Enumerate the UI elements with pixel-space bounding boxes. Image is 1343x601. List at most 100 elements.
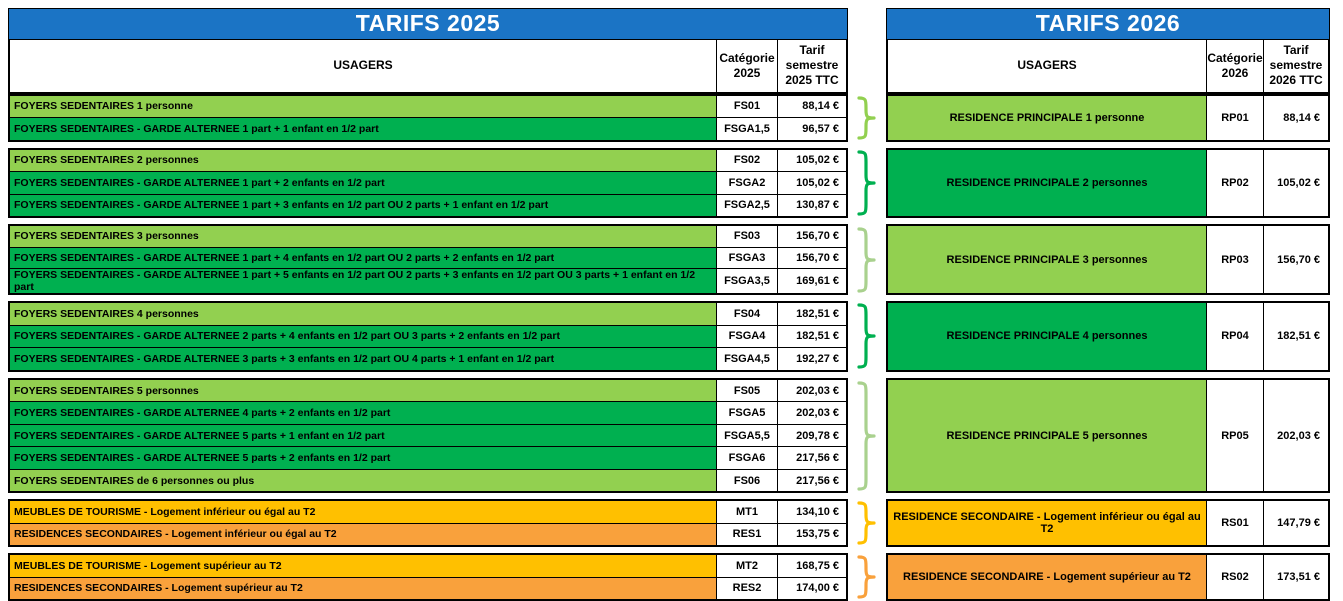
category-cell: RP01 (1206, 95, 1263, 140)
price-cell: 105,02 € (777, 172, 846, 194)
price-cell: 156,70 € (777, 226, 846, 247)
usager-cell: FOYERS SEDENTAIRES - GARDE ALTERNEE 2 pa… (10, 325, 716, 348)
curly-brace-icon (857, 303, 876, 369)
tarifs-2025-column-header: USAGERS Catégorie 2025 Tarif semestre 20… (8, 39, 848, 94)
brace-spacer (848, 8, 886, 94)
brace-group-7 (848, 553, 886, 601)
table-row: RESIDENCE PRINCIPALE 2 personnes RP02 10… (886, 147, 1330, 219)
price-cell: 105,02 € (1263, 149, 1328, 217)
price-cell: 105,02 € (777, 149, 846, 172)
price-cell: 202,03 € (777, 379, 846, 402)
group-foyers-3-personnes: FOYERS SEDENTAIRES 3 personnes FS03 156,… (8, 224, 848, 296)
price-cell: 209,78 € (777, 424, 846, 447)
table-row: RESIDENCE PRINCIPALE 1 personne RP01 88,… (886, 93, 1330, 142)
category-cell: RS01 (1206, 501, 1263, 546)
category-cell: FSGA4,5 (716, 348, 777, 370)
usagers-column-header: USAGERS (333, 58, 393, 73)
price-cell: 156,70 € (777, 247, 846, 269)
tarifs-2025-title: TARIFS 2025 (8, 8, 848, 40)
category-cell: FS05 (716, 379, 777, 402)
price-cell: 202,03 € (1263, 379, 1328, 492)
curly-brace-icon (857, 95, 876, 140)
category-cell: FSGA5 (716, 402, 777, 424)
price-cell: 192,27 € (777, 348, 846, 370)
category-cell: FSGA2,5 (716, 194, 777, 217)
category-cell: FSGA1,5 (716, 118, 777, 140)
category-cell: FS04 (716, 303, 777, 325)
price-cell: 173,51 € (1263, 555, 1328, 599)
brace-group-1 (848, 94, 886, 142)
group-foyers-4-personnes: FOYERS SEDENTAIRES 4 personnes FS04 182,… (8, 301, 848, 372)
table-row: MEUBLES DE TOURISME - Logement supérieur… (10, 555, 846, 578)
usager-cell: FOYERS SEDENTAIRES - GARDE ALTERNEE 5 pa… (10, 424, 716, 447)
usager-cell: RESIDENCE SECONDAIRE - Logement supérieu… (888, 555, 1206, 599)
usager-cell: FOYERS SEDENTAIRES - GARDE ALTERNEE 1 pa… (10, 118, 716, 140)
table-row: MEUBLES DE TOURISME - Logement inférieur… (10, 501, 846, 524)
usager-cell: RESIDENCE PRINCIPALE 3 personnes (888, 226, 1206, 294)
price-cell: 182,51 € (777, 303, 846, 325)
usager-cell: MEUBLES DE TOURISME - Logement supérieur… (10, 555, 716, 577)
usager-cell: RESIDENCES SECONDAIRES - Logement inféri… (10, 523, 716, 546)
table-row: FOYERS SEDENTAIRES - GARDE ALTERNEE 3 pa… (10, 348, 846, 370)
category-cell: RS02 (1206, 555, 1263, 599)
price-cell: 182,51 € (1263, 303, 1328, 370)
price-cell: 182,51 € (777, 325, 846, 348)
table-row: RESIDENCE PRINCIPALE 5 personnes RP05 20… (886, 377, 1330, 494)
usager-cell: FOYERS SEDENTAIRES 5 personnes (10, 379, 716, 402)
price-cell: 147,79 € (1263, 501, 1328, 546)
group-foyers-2-personnes: FOYERS SEDENTAIRES 2 personnes FS02 105,… (8, 147, 848, 219)
price-cell: 130,87 € (777, 194, 846, 217)
usager-cell: FOYERS SEDENTAIRES - GARDE ALTERNEE 1 pa… (10, 269, 716, 294)
category-cell: FSGA2 (716, 172, 777, 194)
usager-cell: FOYERS SEDENTAIRES - GARDE ALTERNEE 1 pa… (10, 194, 716, 217)
curly-brace-icon (857, 501, 876, 545)
category-cell: FSGA3,5 (716, 269, 777, 294)
usager-cell: FOYERS SEDENTAIRES - GARDE ALTERNEE 1 pa… (10, 172, 716, 194)
brace-group-3 (848, 224, 886, 295)
table-row: FOYERS SEDENTAIRES - GARDE ALTERNEE 1 pa… (10, 118, 846, 140)
table-row: FOYERS SEDENTAIRES 1 personne FS01 88,14… (10, 95, 846, 119)
usager-cell: FOYERS SEDENTAIRES 1 personne (10, 95, 716, 118)
categorie-column-header: Catégorie 2025 (716, 39, 777, 92)
usagers-column-header: USAGERS (1017, 58, 1077, 73)
table-row: FOYERS SEDENTAIRES de 6 personnes ou plu… (10, 469, 846, 492)
brace-group-2 (848, 148, 886, 219)
curly-brace-icon (857, 555, 876, 599)
usager-cell: FOYERS SEDENTAIRES - GARDE ALTERNEE 5 pa… (10, 447, 716, 469)
usager-cell: RESIDENCE PRINCIPALE 5 personnes (888, 379, 1206, 492)
tarif-column-header: Tarif semestre 2025 TTC (777, 39, 846, 92)
category-cell: FS06 (716, 469, 777, 492)
tarifs-2025-table: TARIFS 2025 USAGERS Catégorie 2025 Tarif… (8, 8, 848, 601)
brace-group-4 (848, 301, 886, 372)
usager-cell: FOYERS SEDENTAIRES 3 personnes (10, 226, 716, 247)
tarifs-2026-table: TARIFS 2026 USAGERS Catégorie 2026 Tarif… (886, 8, 1330, 601)
brace-group-5 (848, 378, 886, 494)
category-cell: FSGA4 (716, 325, 777, 348)
table-row: FOYERS SEDENTAIRES 5 personnes FS05 202,… (10, 379, 846, 403)
category-cell: FSGA5,5 (716, 424, 777, 447)
price-cell: 217,56 € (777, 447, 846, 469)
table-row: RESIDENCE SECONDAIRE - Logement supérieu… (886, 553, 1330, 601)
category-cell: RP03 (1206, 226, 1263, 294)
group-logement-inferieur-t2: MEUBLES DE TOURISME - Logement inférieur… (8, 499, 848, 548)
table-row: FOYERS SEDENTAIRES - GARDE ALTERNEE 5 pa… (10, 424, 846, 448)
price-cell: 96,57 € (777, 118, 846, 140)
table-row: RESIDENCES SECONDAIRES - Logement inféri… (10, 523, 846, 546)
price-cell: 202,03 € (777, 402, 846, 424)
usager-cell: FOYERS SEDENTAIRES - GARDE ALTERNEE 3 pa… (10, 348, 716, 370)
category-cell: FS02 (716, 149, 777, 172)
price-cell: 134,10 € (777, 501, 846, 523)
table-row: FOYERS SEDENTAIRES - GARDE ALTERNEE 1 pa… (10, 194, 846, 217)
usager-cell: FOYERS SEDENTAIRES de 6 personnes ou plu… (10, 469, 716, 492)
curly-brace-icon (857, 227, 876, 293)
category-cell: MT2 (716, 555, 777, 577)
price-cell: 88,14 € (777, 95, 846, 118)
table-row: FOYERS SEDENTAIRES - GARDE ALTERNEE 1 pa… (10, 247, 846, 270)
tarif-column-header: Tarif semestre 2026 TTC (1263, 39, 1328, 92)
group-logement-superieur-t2: MEUBLES DE TOURISME - Logement supérieur… (8, 553, 848, 601)
table-row: RESIDENCE PRINCIPALE 3 personnes RP03 15… (886, 224, 1330, 296)
usager-cell: RESIDENCE PRINCIPALE 4 personnes (888, 303, 1206, 370)
brace-connectors (848, 8, 886, 601)
table-row: RESIDENCE PRINCIPALE 4 personnes RP04 18… (886, 301, 1330, 372)
table-row: FOYERS SEDENTAIRES 3 personnes FS03 156,… (10, 226, 846, 248)
